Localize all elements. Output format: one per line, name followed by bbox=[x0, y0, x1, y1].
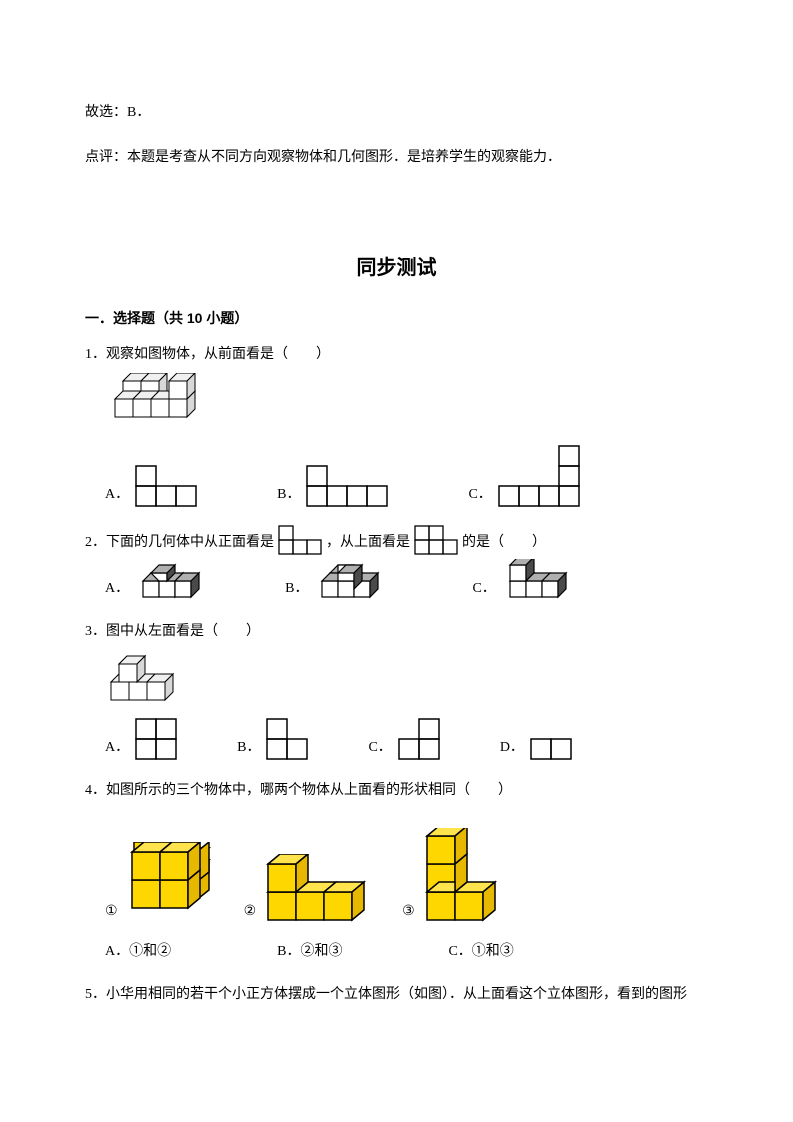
q2-inline-front-icon bbox=[278, 525, 326, 555]
q1-opt-b-icon bbox=[306, 465, 388, 507]
q4-text: 4．如图所示的三个物体中，哪两个物体从上面看的形状相同（ ） bbox=[85, 778, 708, 803]
q3-opt-a: A． bbox=[105, 718, 177, 760]
q3-opt-d-icon bbox=[530, 738, 572, 760]
q1-figure bbox=[105, 373, 708, 435]
answer-text: 故选：B． bbox=[85, 100, 708, 125]
q2-inline-top-icon bbox=[414, 525, 462, 555]
q1-opt-b: B． bbox=[277, 465, 388, 507]
q4-fig-1-icon bbox=[124, 842, 214, 924]
q2-opt-c-icon bbox=[502, 559, 580, 601]
q3-opt-c: C． bbox=[368, 718, 439, 760]
q1-options: A． B． bbox=[105, 445, 708, 507]
question-3: 3．图中从左面看是（ ） bbox=[85, 619, 708, 760]
q1-text: 1．观察如图物体，从前面看是（ ） bbox=[85, 342, 708, 367]
main-title: 同步测试 bbox=[85, 250, 708, 286]
section-heading: 一．选择题（共 10 小题） bbox=[85, 306, 708, 331]
q4-fig-3: ③ bbox=[402, 828, 501, 924]
q3-opt-b: B． bbox=[237, 718, 308, 760]
q4-opt-b: B．②和③ bbox=[277, 939, 348, 964]
q5-text: 5．小华用相同的若干个小正方体摆成一个立体图形（如图）．从上面看这个立体图形，看… bbox=[85, 982, 708, 1007]
q4-fig-2: ② bbox=[244, 854, 373, 924]
question-4: 4．如图所示的三个物体中，哪两个物体从上面看的形状相同（ ） ① bbox=[85, 778, 708, 964]
q2-opt-b: B． bbox=[285, 559, 392, 601]
q2-text-b: ，从上面看是 bbox=[326, 530, 410, 555]
q3-solid-icon bbox=[105, 650, 183, 708]
q4-opt-c: C．①和③ bbox=[448, 939, 519, 964]
question-2: 2．下面的几何体中从正面看是 ，从上面看是 的是（ bbox=[85, 525, 708, 601]
q2-text-a: 2．下面的几何体中从正面看是 bbox=[85, 530, 274, 555]
q3-text: 3．图中从左面看是（ ） bbox=[85, 619, 708, 644]
q4-fig-2-icon bbox=[262, 854, 372, 924]
comment-text: 点评：本题是考查从不同方向观察物体和几何图形．是培养学生的观察能力． bbox=[85, 145, 708, 170]
q1-opt-c-icon bbox=[498, 445, 580, 507]
q4-fig-3-icon bbox=[421, 828, 501, 924]
q1-solid-icon bbox=[105, 373, 210, 435]
question-5: 5．小华用相同的若干个小正方体摆成一个立体图形（如图）．从上面看这个立体图形，看… bbox=[85, 982, 708, 1007]
page-content: 故选：B． 点评：本题是考查从不同方向观察物体和几何图形．是培养学生的观察能力．… bbox=[0, 0, 793, 1066]
q4-options: A．①和② B．②和③ C．①和③ bbox=[105, 939, 708, 964]
q4-opt-a: A．①和② bbox=[105, 939, 177, 964]
q2-opt-a-icon bbox=[135, 559, 205, 601]
q1-opt-a-icon bbox=[135, 465, 197, 507]
q1-opt-a: A． bbox=[105, 465, 197, 507]
q4-figures: ① bbox=[105, 828, 708, 924]
q3-opt-c-icon bbox=[398, 718, 440, 760]
q4-fig-1: ① bbox=[105, 842, 214, 924]
q3-opt-a-icon bbox=[135, 718, 177, 760]
q3-opt-d: D． bbox=[500, 735, 572, 760]
q3-figure bbox=[105, 650, 708, 708]
q2-text-c: 的是（ ） bbox=[462, 530, 546, 555]
q3-opt-b-icon bbox=[266, 718, 308, 760]
q3-options: A． B． C． D． bbox=[105, 718, 708, 760]
q2-opt-b-icon bbox=[314, 559, 392, 601]
q2-opt-a: A． bbox=[105, 559, 205, 601]
question-1: 1．观察如图物体，从前面看是（ ） bbox=[85, 342, 708, 507]
q2-options: A． bbox=[105, 559, 708, 601]
q1-opt-c: C． bbox=[468, 445, 579, 507]
q2-opt-c: C． bbox=[472, 559, 579, 601]
